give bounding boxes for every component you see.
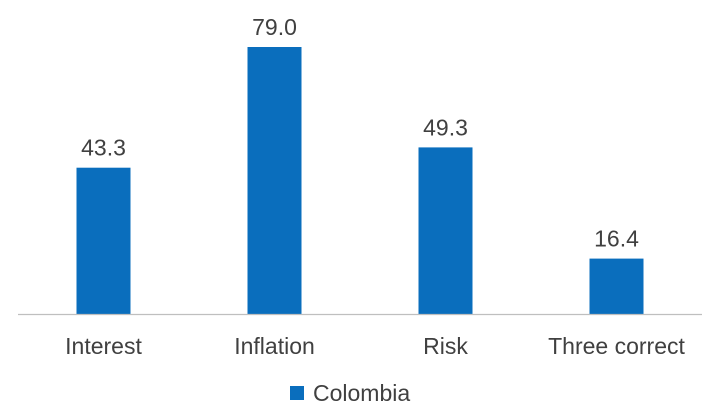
bar-inflation xyxy=(247,47,302,314)
bar-risk xyxy=(418,147,473,314)
x-tick-label-three-correct: Three correct xyxy=(548,333,685,359)
x-tick-label-risk: Risk xyxy=(423,333,468,359)
x-tick-labels-group: Interest Inflation Risk Three correct xyxy=(65,333,685,359)
legend: Colombia xyxy=(290,380,410,406)
x-tick-label-interest: Interest xyxy=(65,333,142,359)
legend-label-colombia: Colombia xyxy=(313,380,410,406)
legend-swatch-colombia xyxy=(290,386,304,400)
bars-group xyxy=(76,47,644,314)
data-label-inflation: 79.0 xyxy=(252,14,297,40)
bar-three-correct xyxy=(589,258,644,314)
bar-interest xyxy=(76,167,131,314)
data-label-interest: 43.3 xyxy=(81,135,126,161)
data-label-three-correct: 16.4 xyxy=(594,226,639,252)
value-labels-group: 43.3 79.0 49.3 16.4 xyxy=(81,14,639,252)
data-label-risk: 49.3 xyxy=(423,114,468,140)
x-tick-label-inflation: Inflation xyxy=(234,333,315,359)
